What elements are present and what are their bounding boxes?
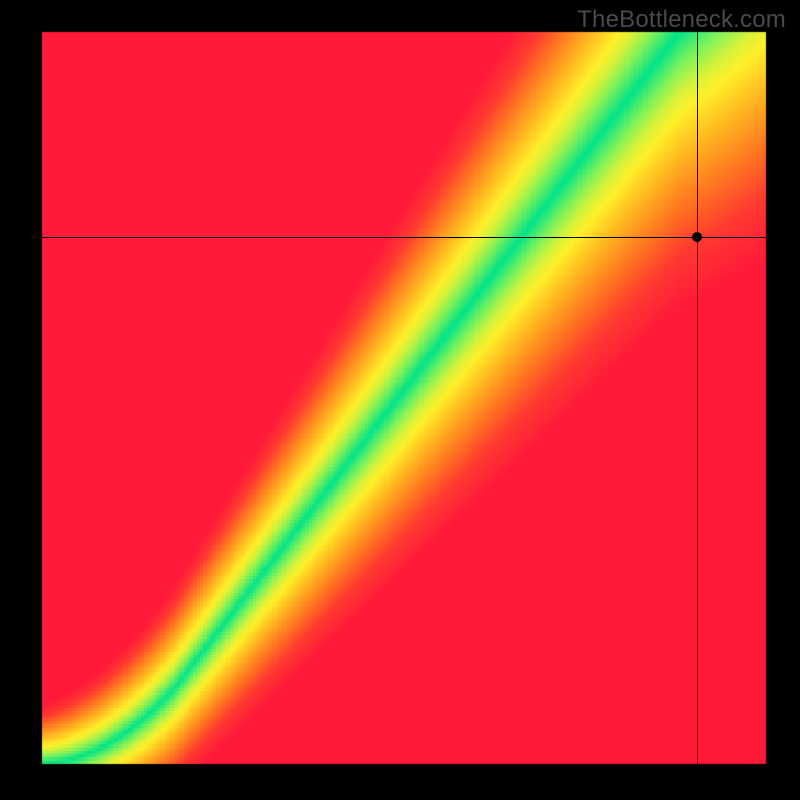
chart-root: TheBottleneck.com [0, 0, 800, 800]
watermark-text: TheBottleneck.com [577, 6, 786, 34]
heatmap-canvas [0, 0, 800, 800]
